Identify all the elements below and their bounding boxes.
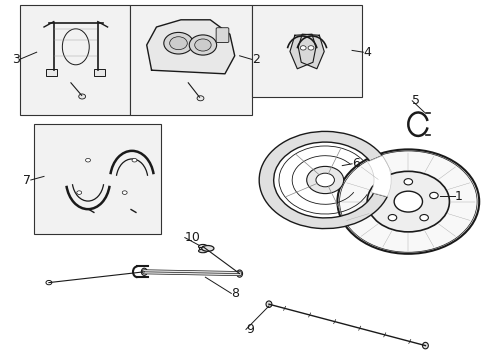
- Circle shape: [315, 173, 334, 187]
- Polygon shape: [298, 34, 324, 69]
- Circle shape: [163, 32, 193, 54]
- Text: 9: 9: [245, 323, 253, 336]
- Circle shape: [306, 166, 343, 194]
- Polygon shape: [289, 34, 315, 69]
- Circle shape: [197, 96, 203, 101]
- Circle shape: [79, 94, 85, 99]
- Text: 2: 2: [251, 53, 259, 66]
- Circle shape: [387, 215, 396, 221]
- Circle shape: [429, 192, 437, 199]
- Circle shape: [378, 192, 386, 199]
- Circle shape: [194, 39, 211, 51]
- Bar: [34, 124, 161, 234]
- Ellipse shape: [62, 29, 89, 65]
- Circle shape: [132, 158, 137, 162]
- Circle shape: [337, 149, 478, 254]
- Circle shape: [307, 46, 313, 50]
- Wedge shape: [367, 156, 390, 197]
- Circle shape: [85, 158, 90, 162]
- Circle shape: [122, 191, 127, 194]
- Circle shape: [419, 215, 427, 221]
- Text: 8: 8: [231, 287, 239, 300]
- Circle shape: [393, 191, 422, 212]
- Text: 3: 3: [12, 53, 20, 66]
- Circle shape: [169, 37, 187, 50]
- Bar: [198, 247, 207, 251]
- Ellipse shape: [265, 301, 271, 307]
- Text: 4: 4: [363, 46, 370, 59]
- Circle shape: [366, 171, 448, 232]
- Bar: [46, 69, 57, 76]
- Bar: [129, 5, 251, 115]
- Circle shape: [77, 191, 81, 194]
- Ellipse shape: [198, 249, 207, 253]
- Ellipse shape: [236, 270, 242, 277]
- Text: 5: 5: [411, 94, 419, 107]
- Ellipse shape: [201, 246, 214, 251]
- Bar: [94, 69, 105, 76]
- Ellipse shape: [198, 244, 207, 249]
- FancyBboxPatch shape: [216, 28, 228, 42]
- Circle shape: [189, 35, 216, 55]
- Circle shape: [403, 179, 412, 185]
- Bar: [251, 5, 361, 97]
- Circle shape: [46, 280, 52, 285]
- Ellipse shape: [141, 268, 147, 275]
- Text: 6: 6: [351, 157, 359, 170]
- Text: 7: 7: [23, 174, 31, 186]
- Ellipse shape: [422, 342, 427, 349]
- Polygon shape: [146, 20, 234, 74]
- Circle shape: [300, 46, 305, 50]
- Wedge shape: [259, 131, 386, 229]
- Bar: [20, 5, 129, 115]
- Text: 1: 1: [454, 190, 462, 203]
- Text: 10: 10: [184, 231, 200, 244]
